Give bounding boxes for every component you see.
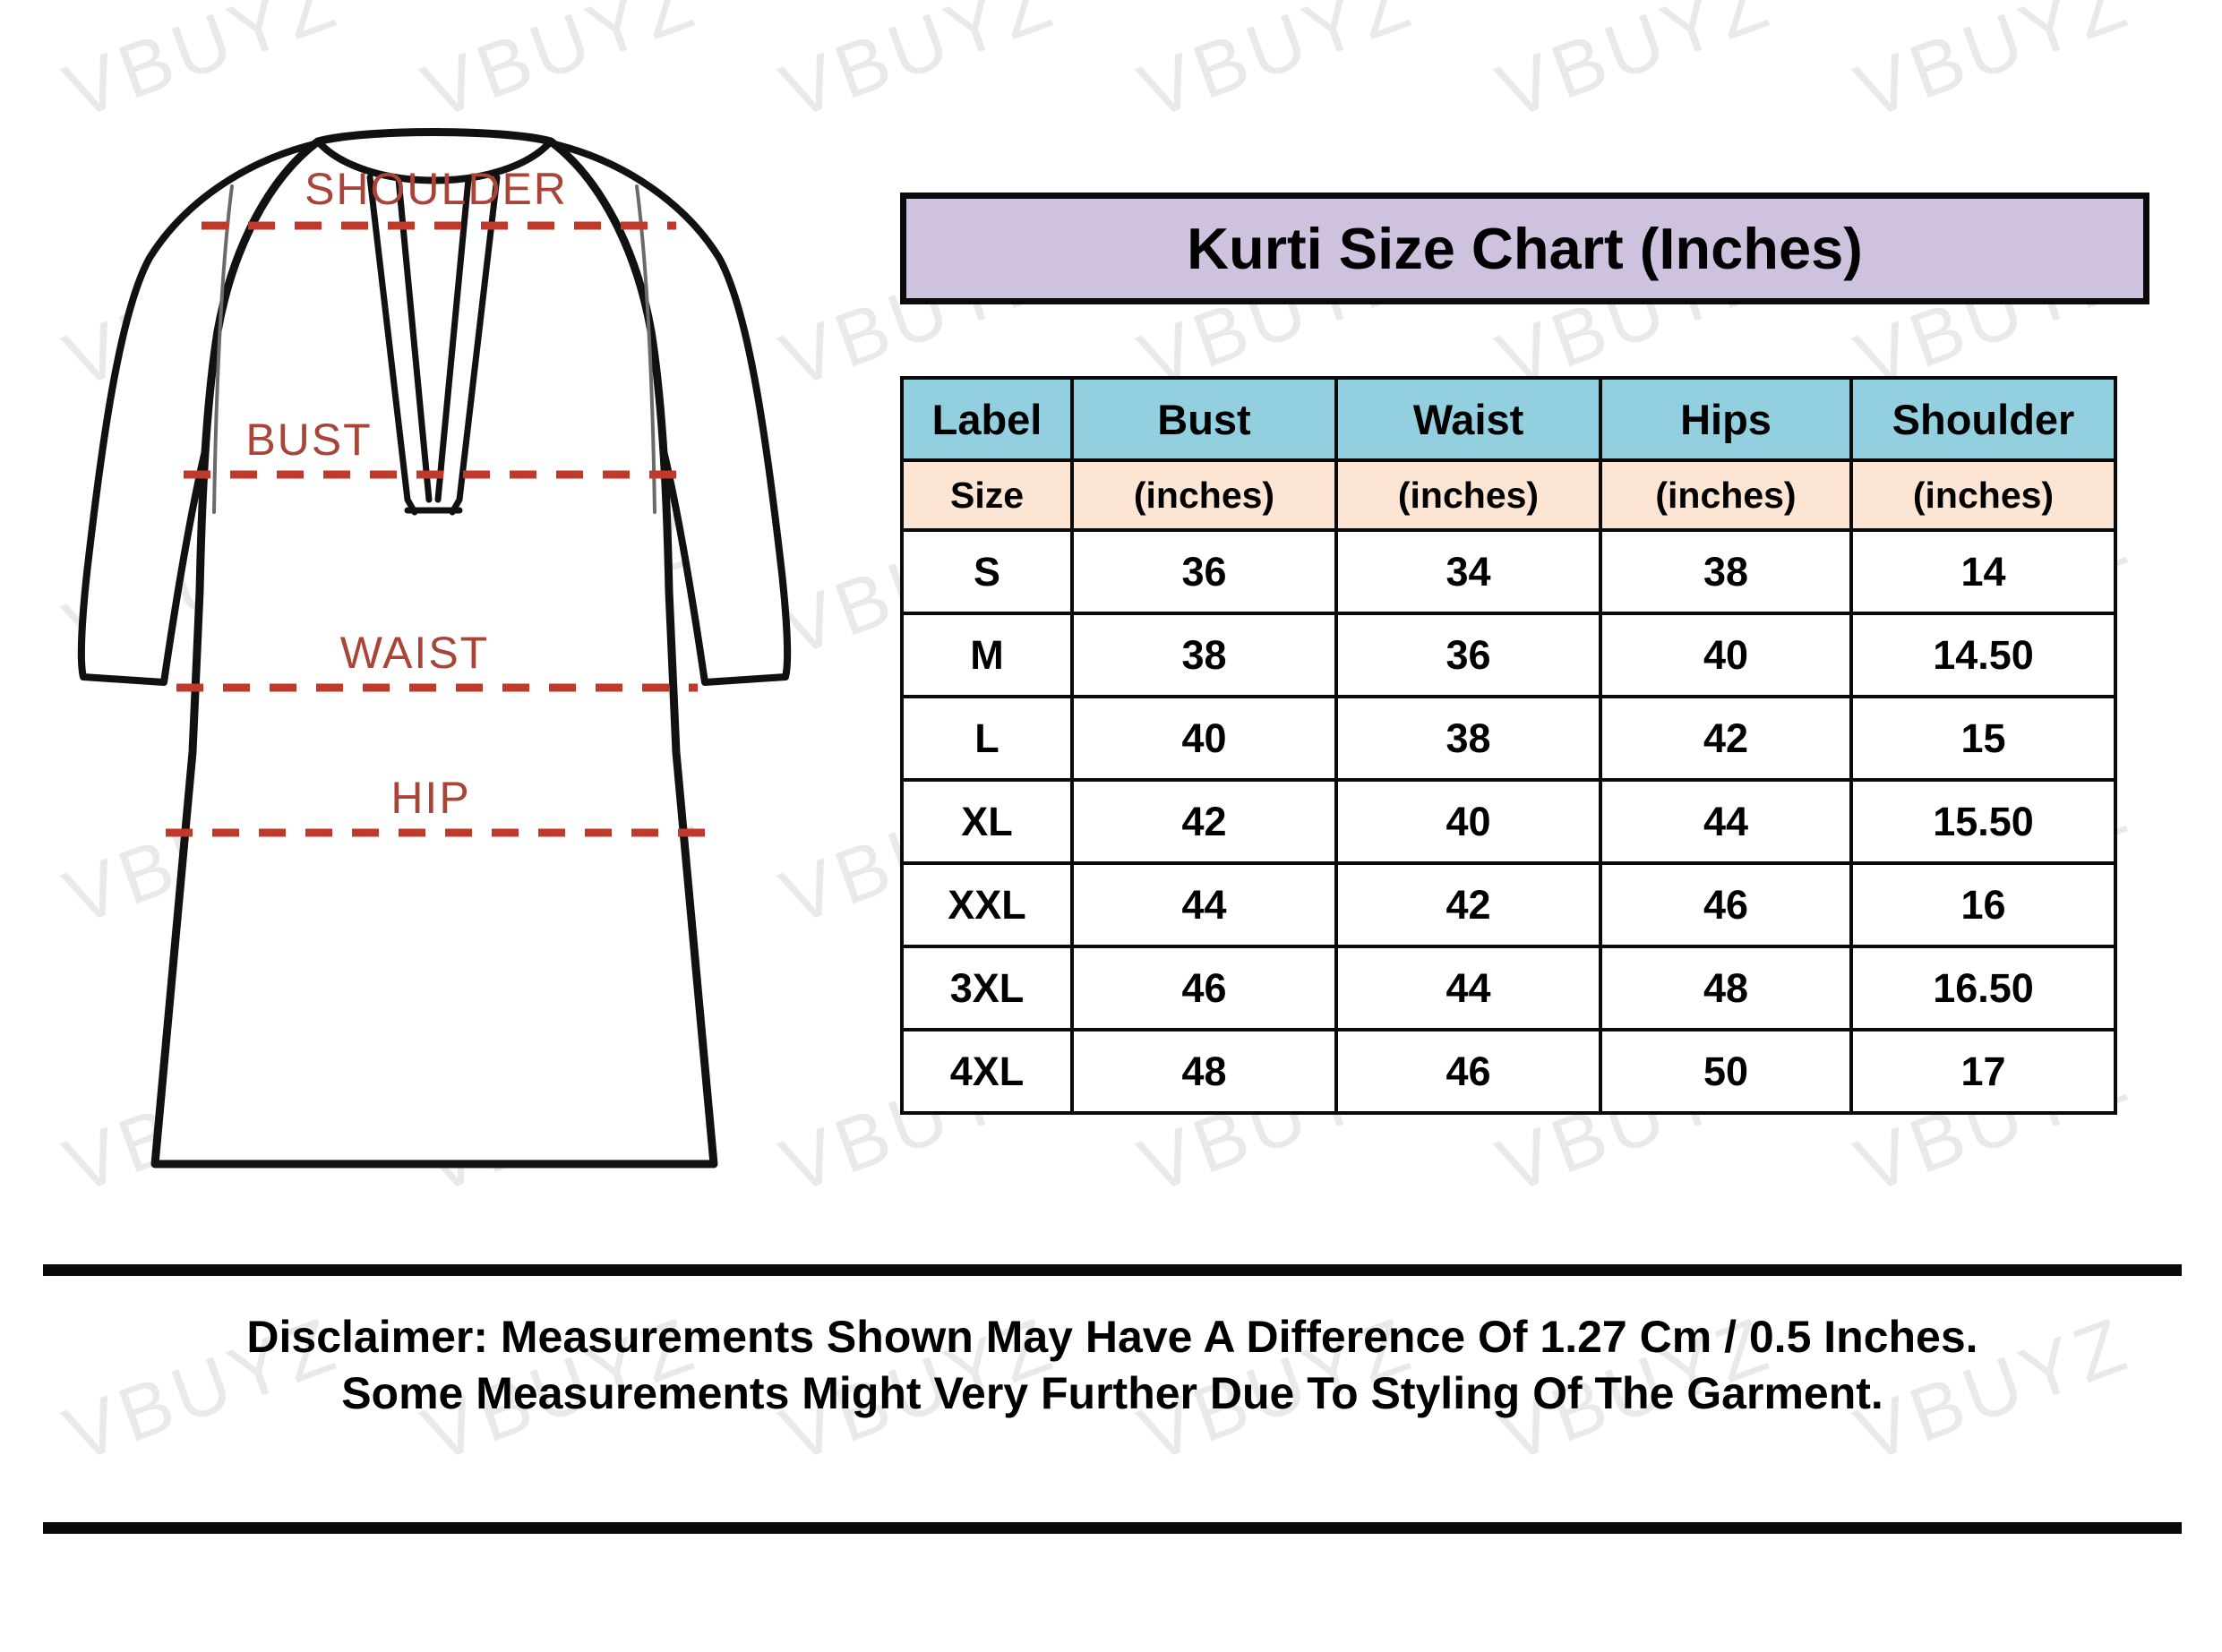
watermark-text: VBUYZ — [1128, 0, 1425, 136]
cell-shoulder: 17 — [1849, 1028, 2117, 1115]
cell-shoulder: 16 — [1849, 861, 2117, 948]
cell-waist: 34 — [1334, 528, 1602, 615]
cell-hips: 48 — [1599, 945, 1853, 1031]
cell-hips: 38 — [1599, 528, 1853, 615]
disclaimer-line-2: Some Measurements Might Very Further Due… — [341, 1368, 1883, 1418]
hip-label: HIP — [390, 773, 470, 823]
cell-hips: 40 — [1599, 612, 1853, 698]
kurti-technical-drawing: SHOULDER BUST WAIST HIP — [77, 128, 792, 1168]
subheader-waist-unit: (inches) — [1334, 458, 1602, 532]
cell-bust: 46 — [1070, 945, 1338, 1031]
table-row: M 38 36 40 14.50 — [900, 612, 2117, 698]
cell-hips: 50 — [1599, 1028, 1853, 1115]
column-header-label: Label — [900, 376, 1074, 462]
size-chart-table: Label Bust Waist Hips Shoulder Size (inc… — [900, 376, 2117, 1115]
subheader-size: Size — [900, 458, 1074, 532]
cell-waist: 42 — [1334, 861, 1602, 948]
chart-title-banner: Kurti Size Chart (Inches) — [900, 193, 2149, 304]
cell-waist: 36 — [1334, 612, 1602, 698]
neck-placket-left-inner — [395, 175, 433, 503]
cell-waist: 40 — [1334, 778, 1602, 865]
watermark-text: VBUYZ — [412, 0, 708, 136]
waist-label: WAIST — [340, 628, 489, 678]
divider-rule-top — [43, 1264, 2182, 1276]
table-subheader-row: Size (inches) (inches) (inches) (inches) — [900, 458, 2117, 532]
column-header-bust: Bust — [1070, 376, 1338, 462]
table-row: L 40 38 42 15 — [900, 695, 2117, 782]
cell-waist: 46 — [1334, 1028, 1602, 1115]
bust-label: BUST — [245, 415, 372, 465]
cell-shoulder: 14.50 — [1849, 612, 2117, 698]
cell-size: L — [900, 695, 1074, 782]
cell-shoulder: 16.50 — [1849, 945, 2117, 1031]
watermark-text: VBUYZ — [54, 0, 350, 136]
shoulder-label: SHOULDER — [305, 164, 568, 214]
kurti-illustration: SHOULDER BUST WAIST HIP — [49, 125, 819, 1254]
table-row: S 36 34 38 14 — [900, 528, 2117, 615]
right-princess-seam — [635, 184, 656, 514]
cell-size: 4XL — [900, 1028, 1074, 1115]
cell-bust: 36 — [1070, 528, 1338, 615]
cell-waist: 44 — [1334, 945, 1602, 1031]
column-header-shoulder: Shoulder — [1849, 376, 2117, 462]
disclaimer-line-1: Disclaimer: Measurements Shown May Have … — [246, 1312, 1978, 1362]
cell-shoulder: 15 — [1849, 695, 2117, 782]
table-row: 4XL 48 46 50 17 — [900, 1028, 2117, 1115]
cell-waist: 38 — [1334, 695, 1602, 782]
watermark-text: VBUYZ — [1845, 0, 2141, 136]
cell-shoulder: 14 — [1849, 528, 2117, 615]
subheader-hips-unit: (inches) — [1599, 458, 1853, 532]
cell-size: M — [900, 612, 1074, 698]
watermark-text: VBUYZ — [1487, 0, 1783, 136]
cell-bust: 44 — [1070, 861, 1338, 948]
cell-bust: 40 — [1070, 695, 1338, 782]
cell-hips: 44 — [1599, 778, 1853, 865]
subheader-bust-unit: (inches) — [1070, 458, 1338, 532]
cell-size: 3XL — [900, 945, 1074, 1031]
left-princess-seam — [212, 184, 234, 514]
cell-bust: 42 — [1070, 778, 1338, 865]
cell-size: XXL — [900, 861, 1074, 948]
table-header-row: Label Bust Waist Hips Shoulder — [900, 376, 2117, 462]
table-row: XXL 44 42 46 16 — [900, 861, 2117, 948]
cell-hips: 46 — [1599, 861, 1853, 948]
disclaimer-block: Disclaimer: Measurements Shown May Have … — [43, 1309, 2182, 1422]
divider-rule-bottom — [43, 1522, 2182, 1534]
watermark-text: VBUYZ — [770, 0, 1067, 136]
neckline — [314, 138, 554, 184]
cell-shoulder: 15.50 — [1849, 778, 2117, 865]
cell-hips: 42 — [1599, 695, 1853, 782]
table-row: XL 42 40 44 15.50 — [900, 778, 2117, 865]
page-title: Kurti Size Chart (Inches) — [1187, 216, 1863, 281]
column-header-hips: Hips — [1599, 376, 1853, 462]
cell-size: S — [900, 528, 1074, 615]
column-header-waist: Waist — [1334, 376, 1602, 462]
subheader-shoulder-unit: (inches) — [1849, 458, 2117, 532]
cell-bust: 38 — [1070, 612, 1338, 698]
cell-bust: 48 — [1070, 1028, 1338, 1115]
cell-size: XL — [900, 778, 1074, 865]
table-row: 3XL 46 44 48 16.50 — [900, 945, 2117, 1031]
neck-placket-right-inner — [434, 175, 472, 503]
